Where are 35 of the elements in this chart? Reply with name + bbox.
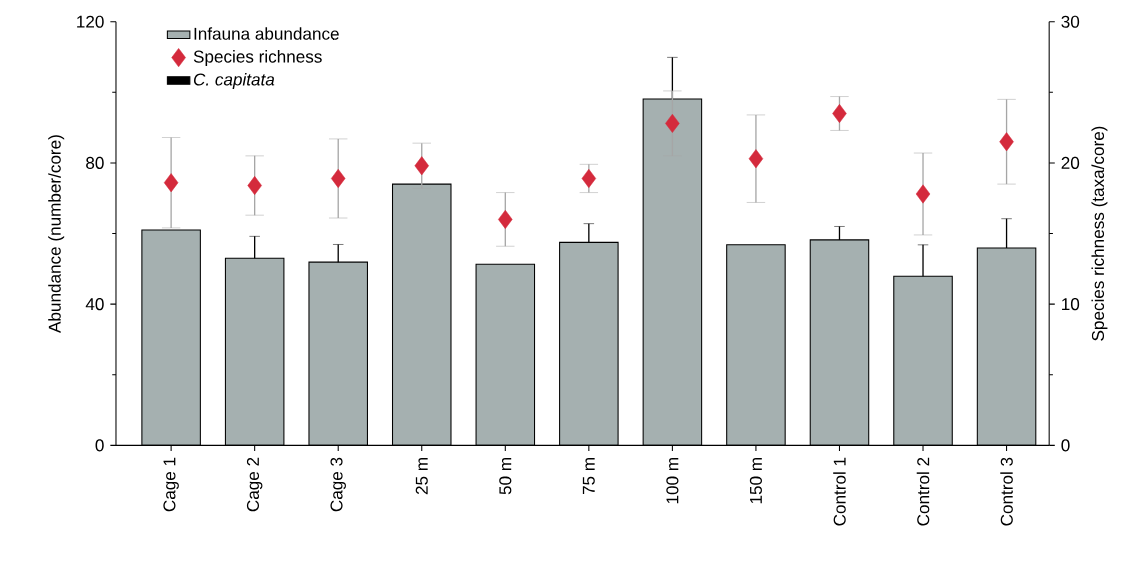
- point: [915, 184, 931, 204]
- legend-label: C. capitata: [193, 73, 275, 90]
- y-tick-label: 40: [85, 298, 104, 311]
- x-tick-label: Control 3: [1000, 457, 1013, 526]
- x-tick-label: Control 2: [916, 458, 930, 526]
- x-tick-label: Cage 1: [163, 457, 179, 512]
- x-tick-label: 25 m: [415, 458, 428, 495]
- y2-tick-label: 0: [1061, 439, 1070, 452]
- y-tick-label: 120: [77, 15, 104, 28]
- point: [832, 104, 847, 124]
- point: [581, 169, 597, 189]
- point: [498, 210, 513, 230]
- point: [247, 176, 262, 196]
- x-tick-label: 100 m: [666, 458, 679, 504]
- x-tick-label: Cage 3: [330, 457, 346, 512]
- point: [999, 132, 1014, 152]
- x-tick-label: 75 m: [582, 458, 595, 495]
- legend-label: Infauna abundance: [194, 27, 339, 40]
- x-tick-label: Control 1: [833, 457, 846, 526]
- point: [748, 149, 764, 169]
- y2-tick-label: 10: [1062, 298, 1080, 311]
- legend-label: Species richness: [193, 50, 322, 67]
- x-tick-label: Cage 2: [246, 458, 263, 512]
- x-tick-label: 150 m: [749, 458, 762, 504]
- y-axis-title: Abundance (number/core): [48, 135, 65, 334]
- point: [414, 156, 429, 176]
- x-tick-label: 50 m: [499, 458, 512, 495]
- y2-tick-label: 30: [1061, 15, 1080, 28]
- y-tick-label: 80: [86, 157, 104, 170]
- y2-axis-title: Species richness (taxa/core): [1091, 126, 1108, 341]
- point: [665, 114, 680, 134]
- y-tick-label: 0: [95, 439, 104, 452]
- y2-tick-label: 20: [1061, 157, 1080, 170]
- point: [331, 169, 346, 189]
- point: [163, 173, 179, 193]
